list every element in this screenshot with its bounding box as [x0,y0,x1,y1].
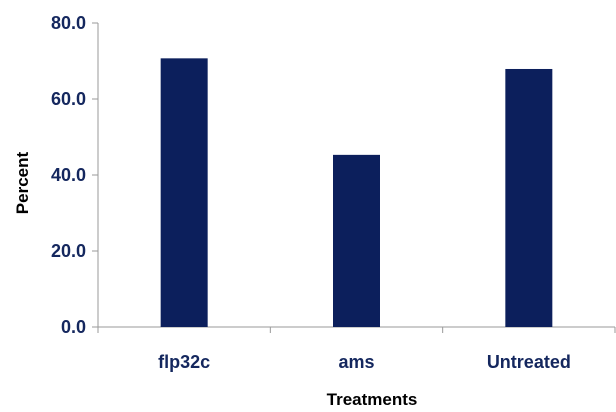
x-axis-ticks: flp32c ams Untreated [97,327,616,372]
bar-untreated [505,68,553,327]
x-axis-title: Treatments [327,390,418,409]
y-tick-label: 20.0 [51,241,86,261]
bars [160,58,553,328]
bar-ams [333,154,380,327]
y-axis-ticks: 0.0 20.0 40.0 60.0 80.0 [51,13,98,337]
y-tick-label: 80.0 [51,13,86,33]
x-category-label: ams [338,352,374,372]
y-tick-label: 0.0 [61,317,86,337]
y-axis-title: Percent [13,151,32,214]
x-category-label: Untreated [487,352,571,372]
y-tick-label: 40.0 [51,165,86,185]
bar-flp32c [160,58,208,328]
x-category-label: flp32c [158,352,210,372]
y-tick-label: 60.0 [51,89,86,109]
